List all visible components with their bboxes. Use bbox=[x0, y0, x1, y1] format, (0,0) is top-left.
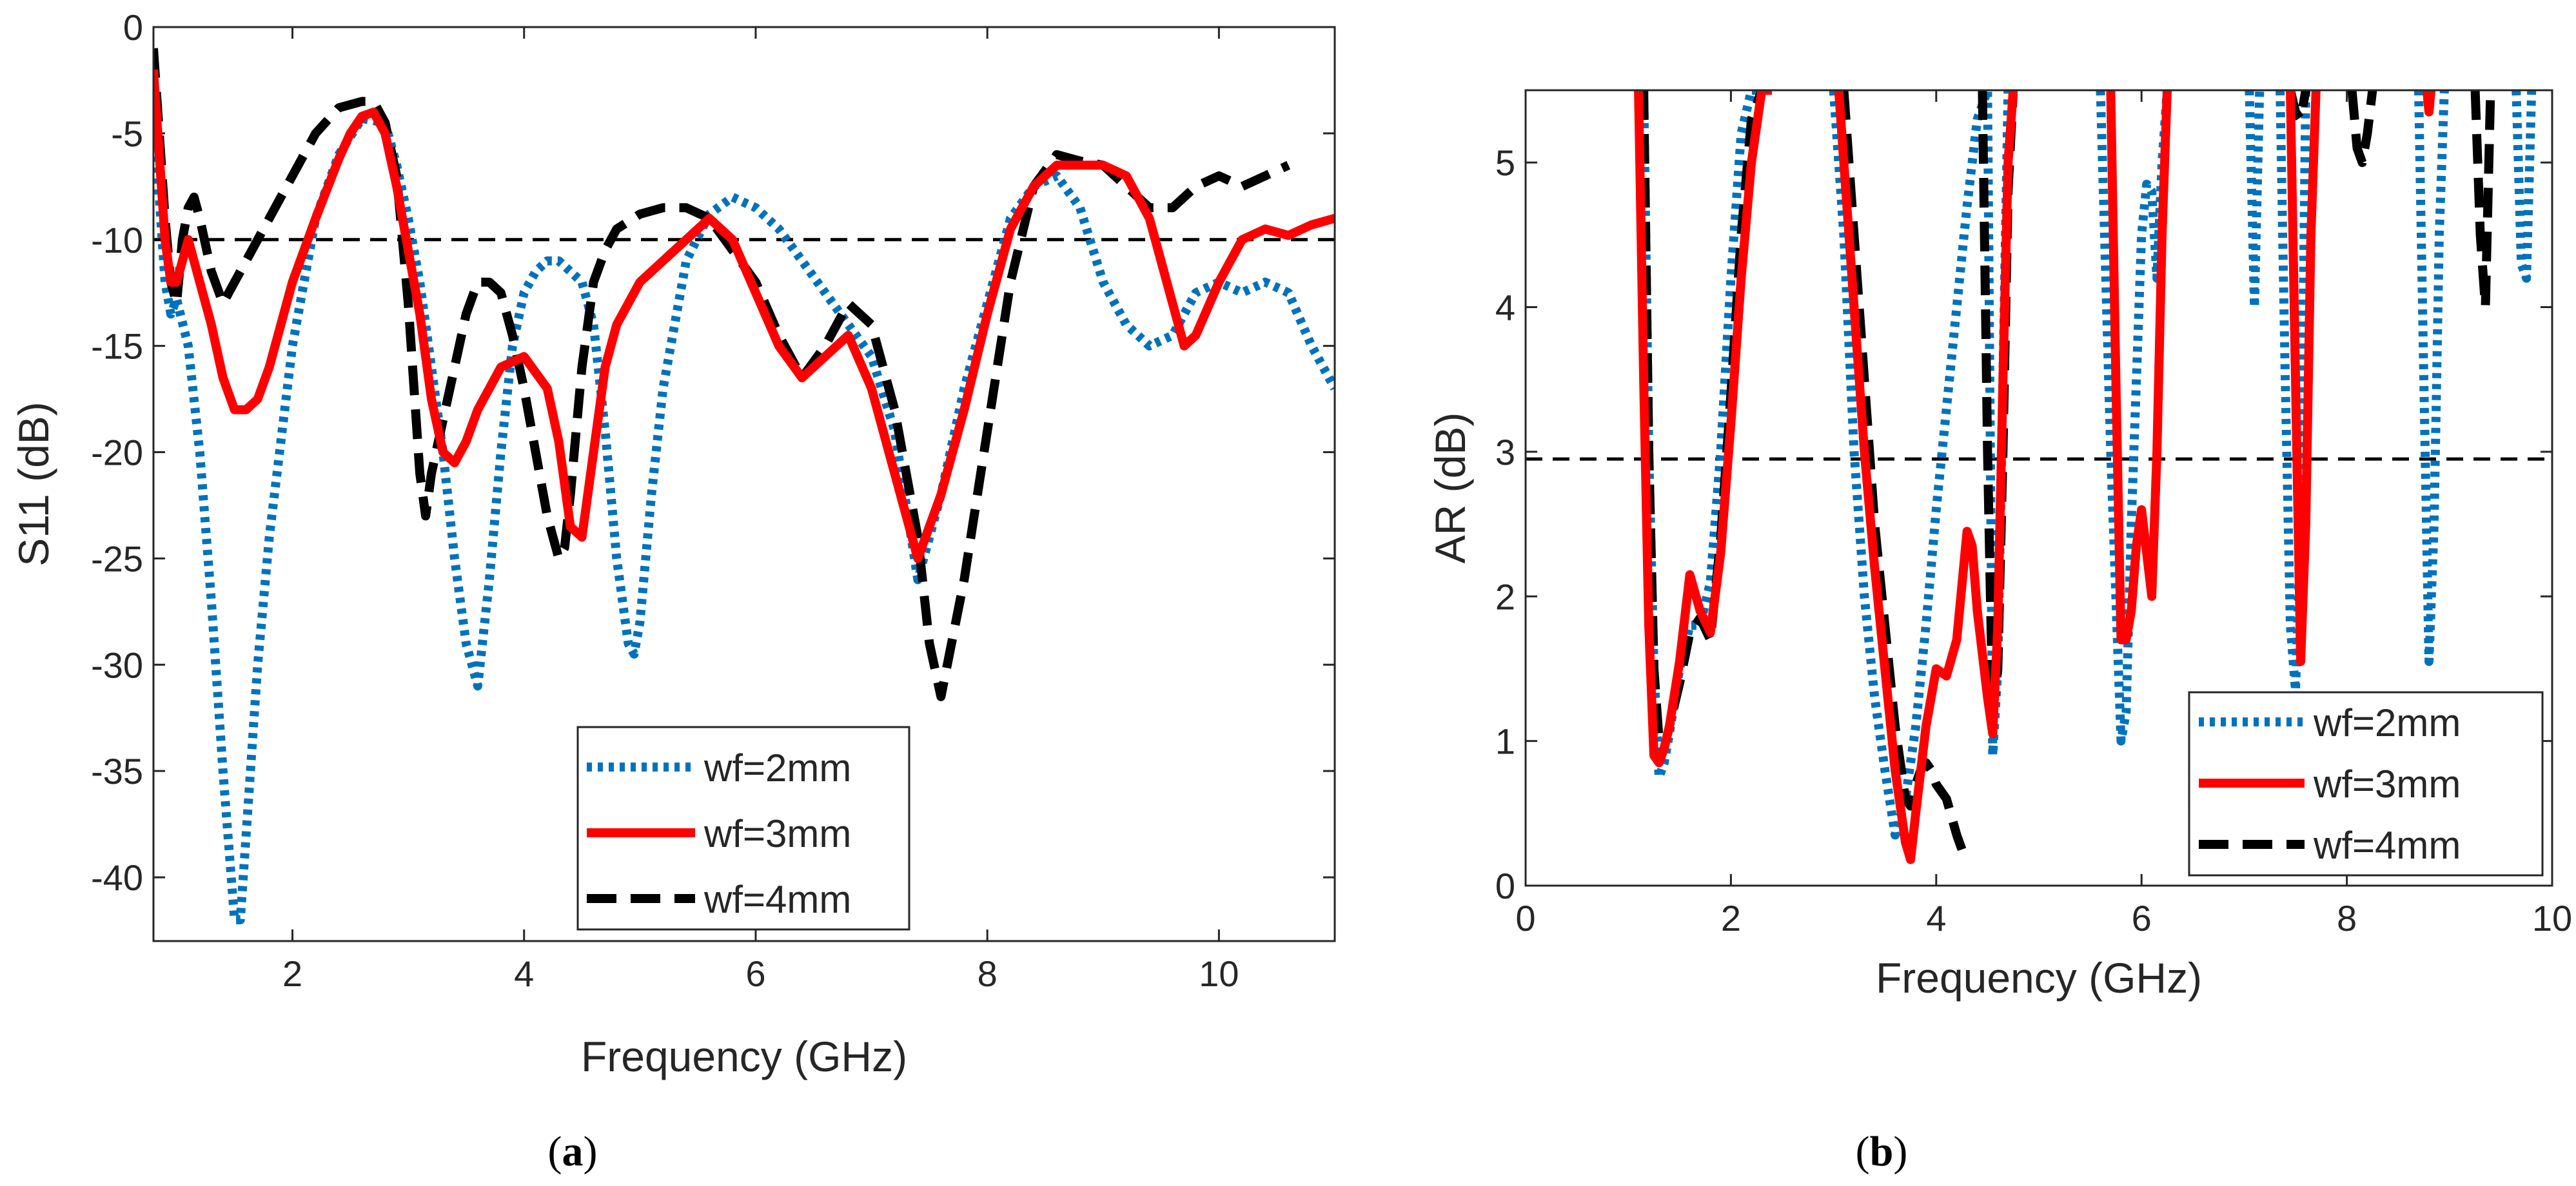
panel-b-series-wf-2mm-line bbox=[2414, 90, 2449, 666]
panel-a-xtick-label: 8 bbox=[978, 953, 998, 994]
panel-b-ytick-label: 3 bbox=[1495, 432, 1515, 472]
panel-b-ticks: 0 2 4 6 8 10 0 1 2 3 4 5 bbox=[1495, 90, 2572, 938]
panel-b-xtick-label: 2 bbox=[1721, 898, 1741, 938]
panel-a-ytick-label: -5 bbox=[111, 113, 143, 154]
panel-b-caption: (b) bbox=[1856, 1128, 1908, 1175]
panel-b-ytick-label: 2 bbox=[1495, 576, 1515, 617]
panel-b-ytick-label: 1 bbox=[1495, 721, 1515, 762]
legend-a-label-wf3: wf=3mm bbox=[703, 812, 851, 855]
panel-a-xtick-label: 10 bbox=[1199, 953, 1239, 994]
panel-a-ytick-label: -15 bbox=[91, 326, 143, 367]
panel-b-series-wf-3mm-line bbox=[2286, 90, 2321, 666]
panel-a-series-wf-3mm-line bbox=[153, 69, 1335, 563]
panel-a-ytick-label: -30 bbox=[91, 645, 143, 685]
panel-a-series bbox=[153, 48, 1335, 924]
panel-a-caption-letter: a bbox=[562, 1128, 584, 1175]
panel-a-ytick-label: -35 bbox=[91, 751, 143, 792]
panel-b-series-wf-4mm-line bbox=[2347, 90, 2377, 168]
panel-b-ytick-label: 5 bbox=[1495, 142, 1515, 183]
panel-a-ytick-label: -25 bbox=[91, 538, 143, 579]
legend-a-label-wf4: wf=4mm bbox=[703, 878, 851, 921]
panel-b-xtick-label: 10 bbox=[2532, 898, 2572, 938]
panel-a-series-wf-2mm-line bbox=[153, 90, 1335, 924]
panel-a-series-wf-4mm-line bbox=[153, 48, 1291, 701]
panel-a-axes-box bbox=[152, 26, 1336, 942]
panel-a-ytick-label: -10 bbox=[91, 220, 143, 260]
legend-a-label-wf2: wf=2mm bbox=[703, 746, 851, 790]
panel-b-xtick-label: 4 bbox=[1926, 898, 1946, 938]
panel-b-xtick-label: 6 bbox=[2132, 898, 2152, 938]
panel-b-series-wf-4mm-line bbox=[2470, 90, 2495, 312]
panel-b-legend: wf=2mm wf=3mm wf=4mm bbox=[2188, 691, 2544, 877]
panel-a-xlabel: Frequency (GHz) bbox=[581, 1033, 907, 1080]
panel-b-ytick-label: 4 bbox=[1495, 287, 1515, 328]
panel-b-series bbox=[1634, 90, 2537, 864]
panel-b-ylabel: AR (dB) bbox=[1426, 413, 1474, 564]
panel-a-xtick-label: 6 bbox=[745, 953, 765, 994]
legend-b-label-wf4: wf=4mm bbox=[2313, 824, 2461, 867]
panel-a-xtick-label: 4 bbox=[514, 953, 534, 994]
panel-b-series-wf-4mm-line bbox=[1839, 90, 1967, 851]
panel-a-ticks: 2 4 6 8 10 0 -5 -10 -15 -20 -25 -30 -35 -40 bbox=[91, 7, 1335, 994]
panel-a-ylabel: S11 (dB) bbox=[10, 402, 57, 567]
panel-b-series-wf-3mm-line bbox=[1634, 90, 1773, 768]
panel-b-axes-box bbox=[1524, 89, 2553, 887]
panel-b-chart: 0 2 4 6 8 10 0 1 2 3 4 5 Frequency (GHz) AR (dB) wf… bbox=[1426, 89, 2572, 1175]
panel-b-xtick-label: 8 bbox=[2337, 898, 2357, 938]
panel-b-series-wf-3mm-line bbox=[2422, 90, 2436, 117]
panel-b-xlabel: Frequency (GHz) bbox=[1876, 954, 2202, 1002]
panel-b-ytick-label: 0 bbox=[1495, 866, 1515, 906]
panel-a-legend: wf=2mm wf=3mm wf=4mm bbox=[576, 726, 910, 931]
panel-a-ytick-label: -20 bbox=[91, 433, 143, 473]
panel-b-series-wf-3mm-line bbox=[2106, 90, 2172, 645]
panel-a-caption: (a) bbox=[548, 1128, 598, 1175]
panel-b-xtick-label: 0 bbox=[1515, 898, 1535, 938]
panel-a-ytick-label: 0 bbox=[123, 7, 143, 48]
panel-a-xtick-label: 2 bbox=[282, 953, 302, 994]
panel-a-ytick-label: -40 bbox=[91, 857, 143, 898]
panel-b-series-wf-3mm-line bbox=[1834, 90, 2018, 864]
legend-b-label-wf3: wf=3mm bbox=[2313, 763, 2461, 806]
legend-b-label-wf2: wf=2mm bbox=[2313, 701, 2461, 744]
panel-a-chart: 2 4 6 8 10 0 -5 -10 -15 -20 -25 -30 -35 -40 Frequency… bbox=[10, 7, 1336, 1175]
panel-b-caption-letter: b bbox=[1870, 1128, 1894, 1175]
